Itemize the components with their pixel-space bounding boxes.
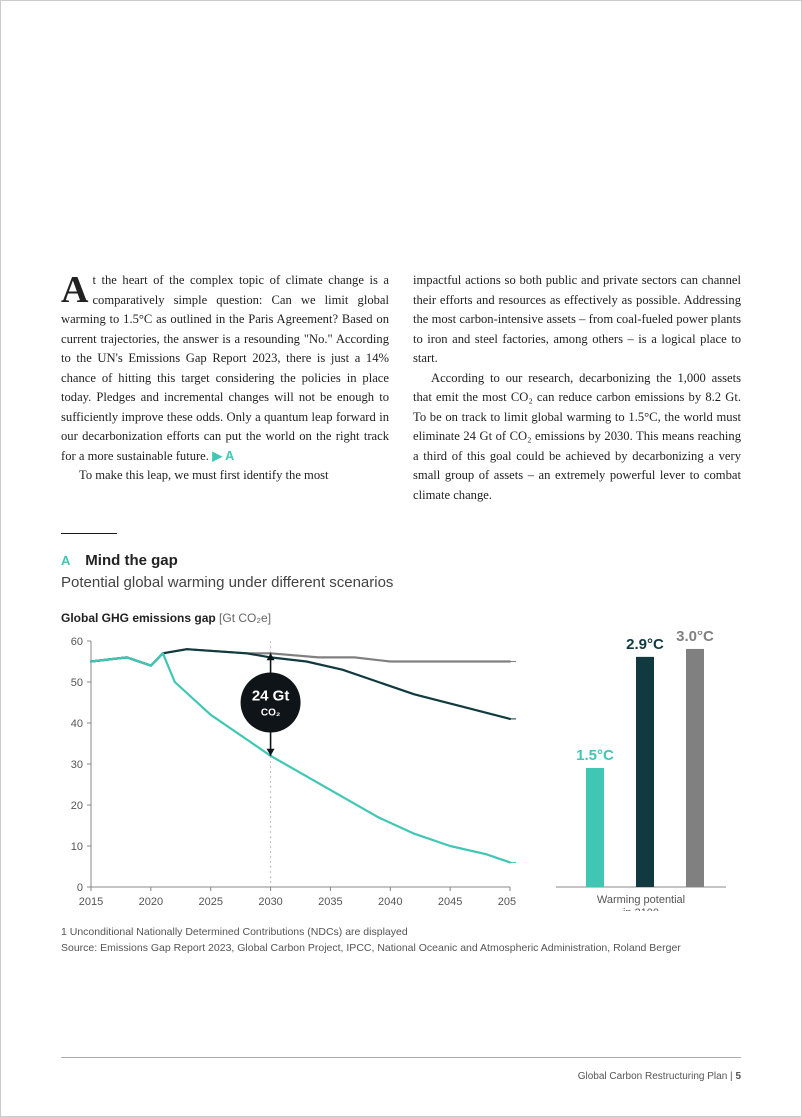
svg-text:Warming potential: Warming potential: [597, 894, 685, 906]
footer-rule: [61, 1057, 741, 1058]
emissions-line-chart: 0102030405060201520202025203020352040204…: [61, 631, 516, 911]
figure-ref-a: ▶ A: [209, 449, 234, 463]
section-divider: [61, 533, 117, 534]
chart-subtitle: Potential global warming under different…: [61, 574, 741, 591]
paragraph-4: According to our research, decarbonizing…: [413, 369, 741, 506]
svg-text:60: 60: [71, 636, 83, 648]
svg-text:50: 50: [71, 677, 83, 689]
page-content: At the heart of the complex topic of cli…: [61, 271, 741, 957]
paragraph-2: To make this leap, we must first identif…: [61, 466, 389, 486]
svg-text:3.0°C: 3.0°C: [676, 631, 714, 645]
svg-text:40: 40: [71, 718, 83, 730]
paragraph-3: impactful actions so both public and pri…: [413, 271, 741, 369]
svg-text:24 Gt: 24 Gt: [252, 688, 290, 705]
svg-text:2035: 2035: [318, 896, 342, 908]
chart-y-axis-title: Global GHG emissions gap [Gt CO₂e]: [61, 611, 741, 625]
svg-text:1.5°C: 1.5°C: [576, 747, 614, 764]
chart-label-a: A: [61, 553, 70, 568]
column-left: At the heart of the complex topic of cli…: [61, 271, 389, 505]
p1-text: t the heart of the complex topic of clim…: [61, 273, 389, 463]
footer-page-number: 5: [735, 1071, 741, 1082]
svg-text:2020: 2020: [139, 896, 163, 908]
column-right: impactful actions so both public and pri…: [413, 271, 741, 505]
svg-text:2040: 2040: [378, 896, 402, 908]
svg-text:in 2100: in 2100: [623, 907, 659, 911]
chart-section: A Mind the gap Potential global warming …: [61, 552, 741, 957]
page-footer: Global Carbon Restructuring Plan | 5: [578, 1071, 741, 1082]
axis-title-main: Global GHG emissions gap: [61, 611, 216, 625]
svg-text:CO₂: CO₂: [261, 708, 280, 719]
svg-text:2050: 2050: [498, 896, 516, 908]
chart-heading: A Mind the gap: [61, 552, 741, 570]
chart-footnotes: 1 Unconditional Nationally Determined Co…: [61, 925, 741, 957]
body-columns: At the heart of the complex topic of cli…: [61, 271, 741, 505]
svg-text:10: 10: [71, 841, 83, 853]
svg-text:2045: 2045: [438, 896, 462, 908]
warming-bar-chart: 1.5°C 2.9°C 3.0°C Warming potentialin 2100: [526, 631, 736, 911]
chart-wrap: 0102030405060201520202025203020352040204…: [61, 631, 741, 911]
svg-text:2015: 2015: [79, 896, 103, 908]
svg-text:2030: 2030: [258, 896, 282, 908]
footnote-1: 1 Unconditional Nationally Determined Co…: [61, 925, 741, 941]
svg-text:0: 0: [77, 882, 83, 894]
axis-title-unit: [Gt CO₂e]: [219, 611, 271, 625]
chart-title: Mind the gap: [85, 552, 178, 569]
svg-text:30: 30: [71, 759, 83, 771]
svg-text:20: 20: [71, 800, 83, 812]
svg-text:2025: 2025: [198, 896, 222, 908]
footnote-source: Source: Emissions Gap Report 2023, Globa…: [61, 941, 741, 957]
footer-doc-title: Global Carbon Restructuring Plan: [578, 1071, 728, 1082]
dropcap: A: [61, 271, 92, 306]
paragraph-1: At the heart of the complex topic of cli…: [61, 271, 389, 466]
svg-text:2.9°C: 2.9°C: [626, 636, 664, 653]
